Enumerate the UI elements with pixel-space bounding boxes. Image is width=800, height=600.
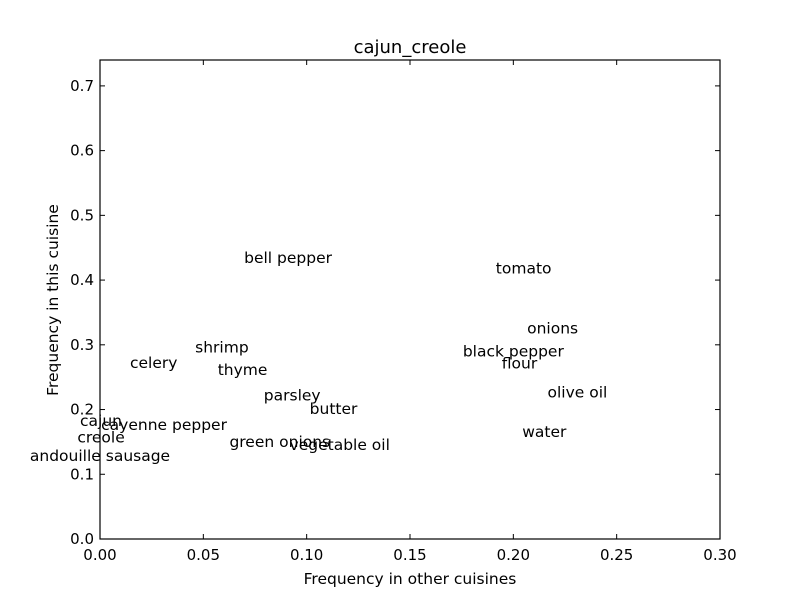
point-label: celery [130,354,177,372]
y-tick-label: 0.4 [70,271,94,289]
point-label: onions [527,320,578,338]
x-tick-label: 0.05 [187,546,220,564]
x-tick-label: 0.25 [600,546,633,564]
point-label: water [522,423,567,441]
point-label: tomato [496,259,552,277]
point-label: creole [77,428,124,446]
y-tick-label: 0.0 [70,530,94,548]
point-label: butter [310,400,358,418]
x-axis-label: Frequency in other cuisines [304,570,517,588]
y-tick-label: 0.3 [70,336,94,354]
point-label: olive oil [547,384,607,402]
point-label: parsley [264,386,321,404]
y-tick-label: 0.1 [70,465,94,483]
point-label: flour [502,355,538,373]
x-tick-label: 0.15 [393,546,426,564]
y-axis-label: Frequency in this cuisine [44,204,62,396]
y-tick-label: 0.7 [70,77,94,95]
data-points: bell pepper tomato onions black pepperflour… [30,249,607,465]
point-label: bell pepper [244,249,333,267]
point-label: vegetable oil [290,436,390,454]
point-label: green onions [229,433,330,451]
y-tick-label: 0.6 [70,142,94,160]
y-tick-label: 0.5 [70,206,94,224]
axis-ticks: 0.00 0.05 0.10 0.15 0.20 0.25 0.30 0.0 0.1 0.2 0.3… [70,60,737,564]
x-tick-label: 0.00 [83,546,116,564]
point-label: thyme [218,361,268,379]
chart-title: cajun_creole [354,37,467,58]
plot-frame [99,59,721,540]
x-tick-label: 0.10 [290,546,323,564]
y-tick-label: 0.2 [70,401,94,419]
point-label: black pepper [463,342,565,360]
x-tick-label: 0.20 [497,546,530,564]
point-label: cajun [80,412,122,430]
point-label: shrimp [195,338,249,356]
point-label: cayenne pepper [101,416,227,434]
x-tick-label: 0.30 [703,546,736,564]
